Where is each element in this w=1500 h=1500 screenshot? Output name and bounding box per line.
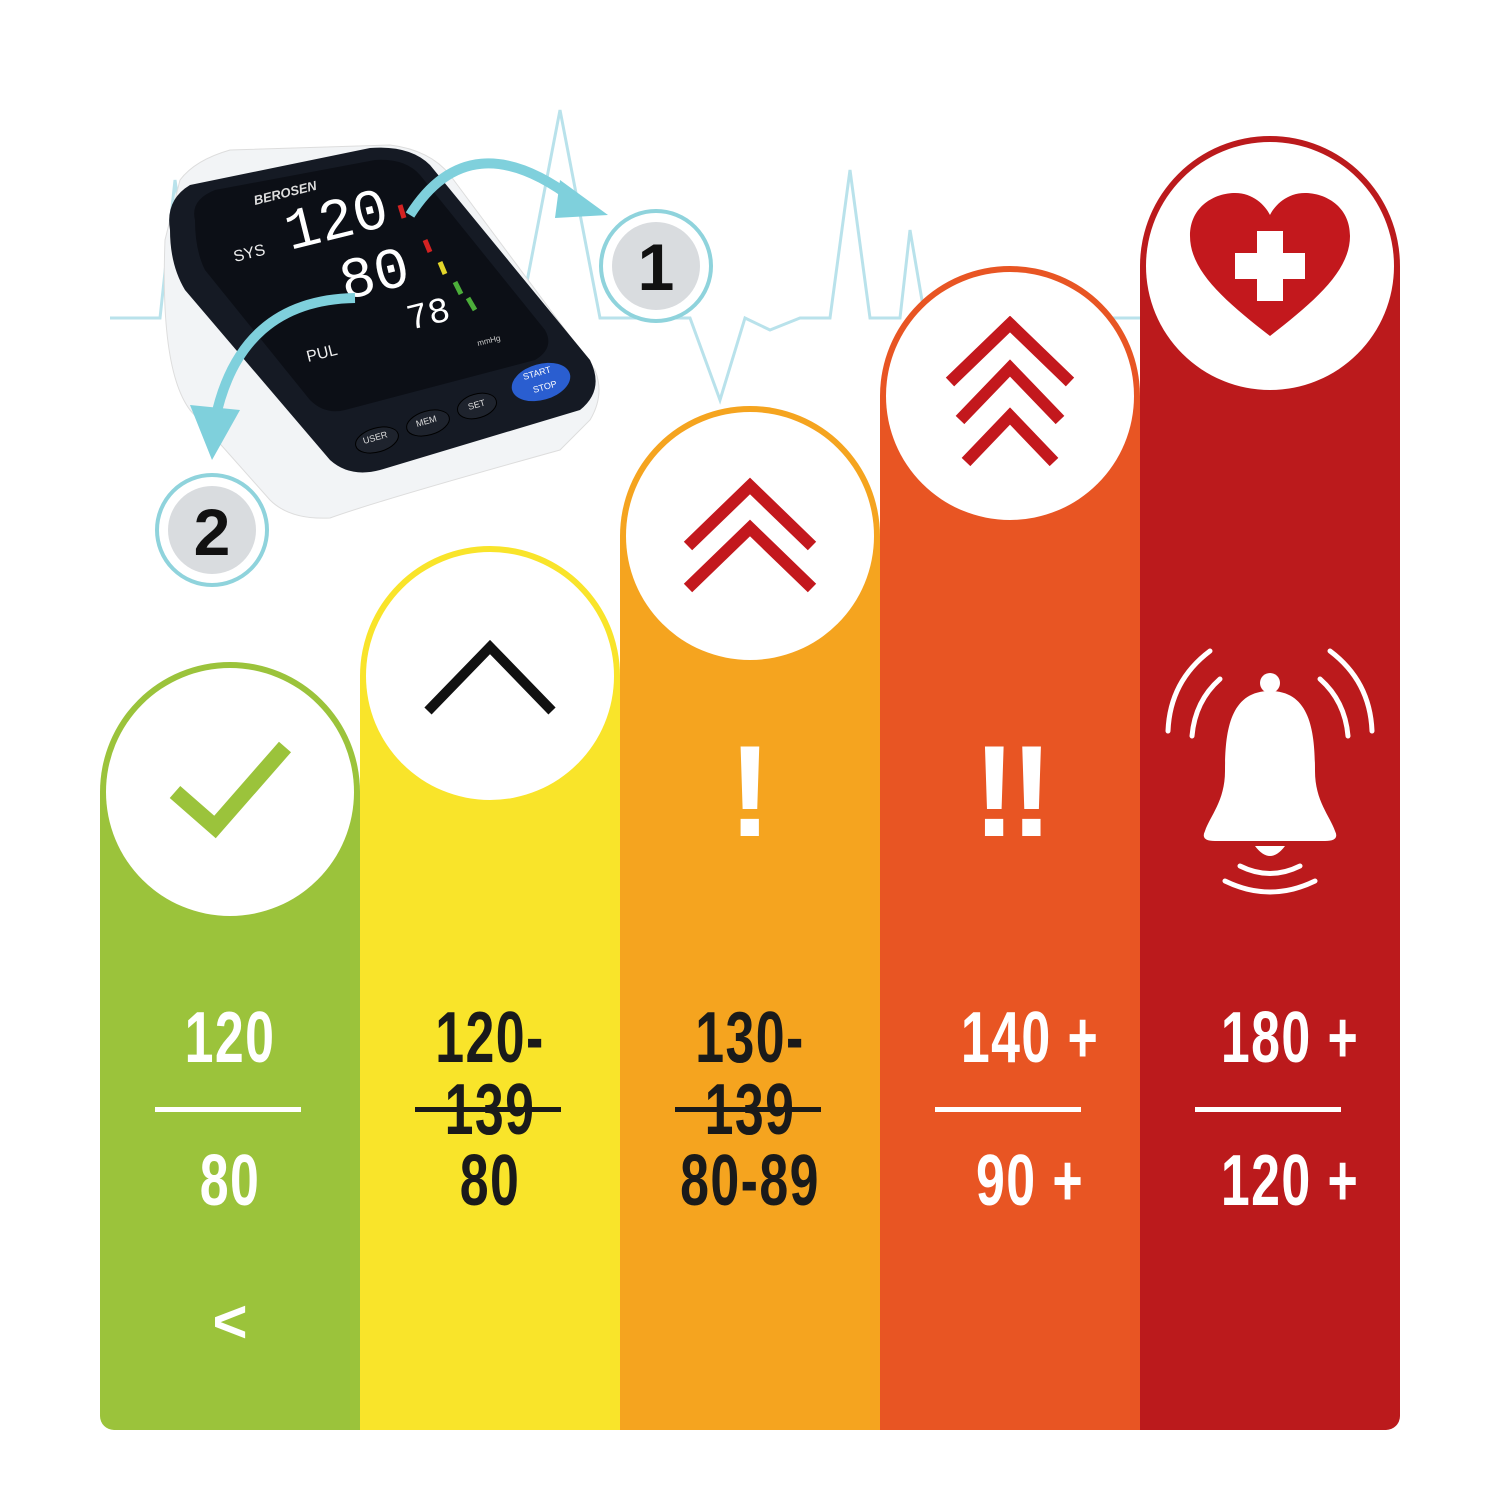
svg-text:2: 2 xyxy=(194,495,231,569)
category-icon-circle xyxy=(626,412,874,660)
systolic-value: 130-139 xyxy=(695,998,805,1150)
category-icon-circle xyxy=(106,668,354,916)
category-icon-circle xyxy=(366,552,614,800)
divider xyxy=(155,1107,301,1112)
diastolic-value: 90 + xyxy=(975,1141,1085,1221)
diastolic-value: 80 xyxy=(199,1141,261,1221)
check-icon xyxy=(169,741,292,839)
divider xyxy=(415,1107,561,1112)
diastolic-value: 80-89 xyxy=(680,1141,820,1221)
blood-pressure-monitor: BEROSEN SYS 120 80 78 PUL mmHg START STO… xyxy=(155,144,713,587)
svg-text:SET: SET xyxy=(467,397,487,412)
category-icon-circle xyxy=(1146,142,1394,390)
category-elevated: 120-139 80 xyxy=(360,546,620,1430)
arrow-head-2 xyxy=(190,405,240,460)
double-exclamation-symbol: !! xyxy=(972,718,1054,864)
pulse-reading: 78 xyxy=(403,290,455,340)
bp-scale-indicator xyxy=(397,204,478,312)
double-chevron-up-icon xyxy=(683,477,817,593)
divider xyxy=(1195,1107,1341,1112)
start-stop-button[interactable]: START STOP xyxy=(507,356,575,407)
arrow-head-1 xyxy=(555,180,608,218)
systolic-value: 180 + xyxy=(1220,998,1360,1078)
callout-1: 1 xyxy=(599,209,713,323)
arrow-1 xyxy=(405,158,579,218)
triple-chevron-up-icon xyxy=(945,316,1075,467)
svg-text:1: 1 xyxy=(638,230,675,304)
exclamation-symbol: ! xyxy=(728,718,772,864)
chevron-up-icon xyxy=(424,639,556,715)
heart-plus-icon xyxy=(1190,193,1350,336)
category-icon-circle xyxy=(886,272,1134,520)
category-stage-1: ! 130-139 80-89 xyxy=(620,406,880,1430)
systolic-value: 120 xyxy=(184,998,276,1078)
set-button[interactable]: SET xyxy=(454,389,499,423)
category-stage-2: !! 140 + 90 + xyxy=(880,266,1140,1430)
systolic-value: 120-139 xyxy=(435,998,545,1150)
arrow-2 xyxy=(210,293,356,422)
diastolic-value: 120 + xyxy=(1220,1141,1360,1221)
user-button[interactable]: USER xyxy=(353,422,402,457)
divider xyxy=(935,1107,1081,1112)
bell-alarm-icon xyxy=(1165,648,1375,895)
callout-2: 2 xyxy=(155,473,269,587)
systolic-value: 140 + xyxy=(960,998,1100,1078)
mem-button[interactable]: MEM xyxy=(404,405,453,440)
category-crisis: 180 + 120 + xyxy=(1140,136,1400,1430)
divider xyxy=(675,1107,821,1112)
less-than-qualifier: < xyxy=(212,1288,248,1355)
diastolic-value: 80 xyxy=(459,1141,521,1221)
category-normal: 120 80 < xyxy=(100,662,360,1430)
